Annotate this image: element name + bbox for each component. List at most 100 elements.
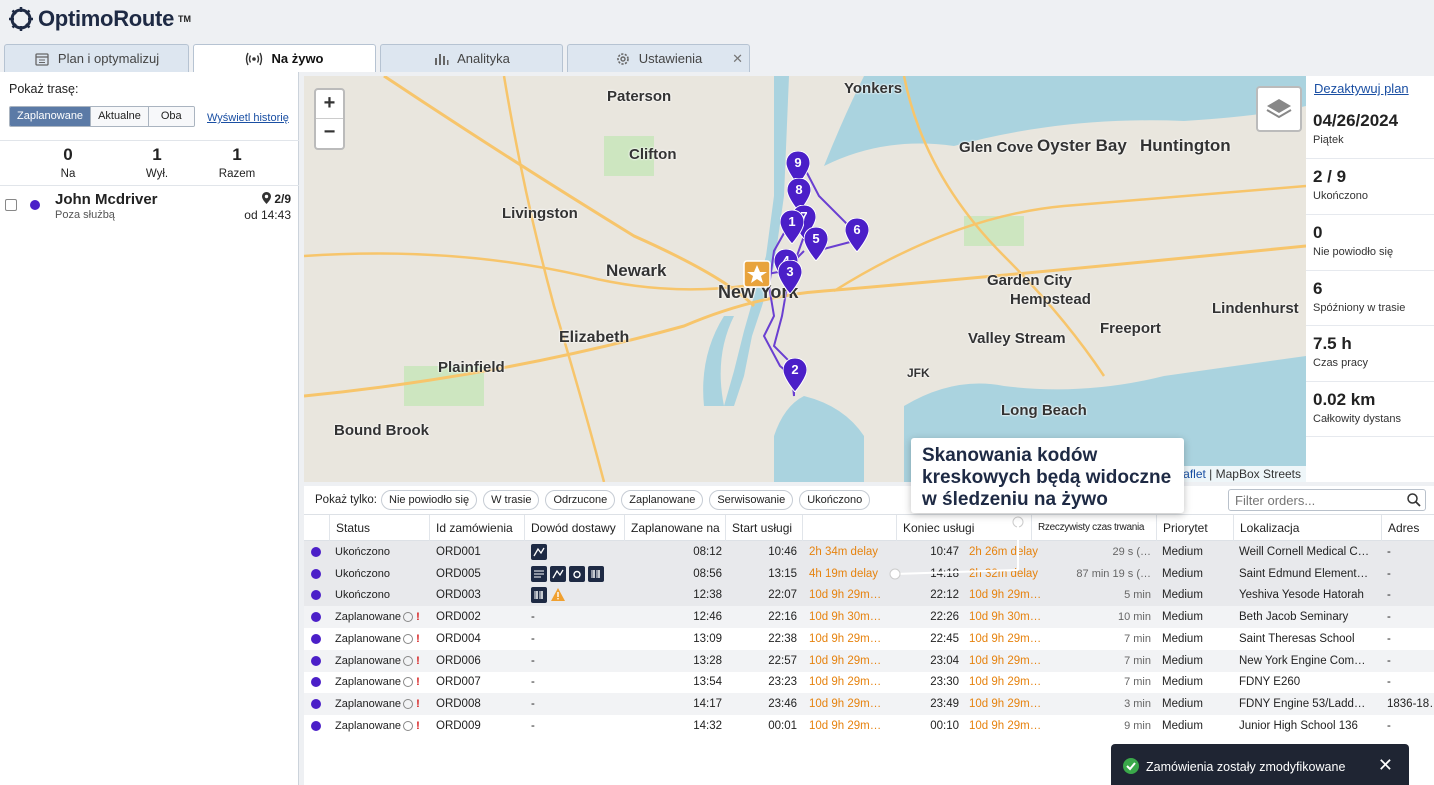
attribution-separator: | bbox=[1205, 467, 1216, 481]
plan-summary-panel: Dezaktywuj plan 04/26/2024 Piątek 2 / 9 … bbox=[1306, 76, 1434, 482]
column-address[interactable]: Adres bbox=[1381, 515, 1434, 542]
search-icon[interactable] bbox=[1406, 492, 1422, 508]
column-actual-duration[interactable]: Rzeczywisty czas trwania bbox=[1031, 515, 1156, 542]
filter-chip-failed[interactable]: Nie powiodło się bbox=[381, 490, 478, 510]
stat-work-time: 7.5 h Czas pracy bbox=[1306, 325, 1434, 381]
status-text: Zaplanowane bbox=[335, 697, 402, 710]
table-row[interactable]: Ukończono ORD003 12:38 22:07 10d 9h 29m…… bbox=[304, 584, 1434, 607]
stop-marker-label: 1 bbox=[788, 214, 796, 229]
map-pin-icon bbox=[261, 192, 271, 204]
order-id-cell[interactable]: ORD005 bbox=[436, 567, 481, 580]
table-row[interactable]: Zaplanowane! ORD002 - 12:46 22:16 10d 9h… bbox=[304, 606, 1434, 629]
column-service-start[interactable]: Start usługi bbox=[725, 515, 802, 542]
priority-cell: Medium bbox=[1162, 697, 1203, 710]
route-color-dot bbox=[311, 655, 321, 666]
route-mode-both[interactable]: Oba bbox=[148, 107, 194, 126]
column-service-end[interactable]: Koniec usługi bbox=[896, 515, 1031, 542]
column-priority[interactable]: Priorytet bbox=[1156, 515, 1233, 542]
order-id-cell[interactable]: ORD008 bbox=[436, 697, 481, 710]
tab-live-label: Na żywo bbox=[271, 51, 324, 66]
zoom-control: + − bbox=[314, 88, 345, 150]
scheduled-time-cell: 13:09 bbox=[693, 632, 722, 645]
filter-chip-in-transit[interactable]: W trasie bbox=[483, 490, 540, 510]
layers-button[interactable] bbox=[1256, 86, 1302, 132]
status-filter-chips: Nie powiodło się W trasie Odrzucone Zapl… bbox=[381, 490, 871, 510]
location-cell: Saint Edmund Element… bbox=[1239, 567, 1369, 580]
photo-icon[interactable] bbox=[569, 565, 585, 582]
column-order-id[interactable]: Id zamówienia bbox=[429, 515, 524, 542]
order-id-cell[interactable]: ORD001 bbox=[436, 546, 481, 558]
proof-of-delivery-cell: - bbox=[531, 654, 535, 667]
route-color-dot bbox=[311, 698, 321, 709]
route-mode-planned[interactable]: Zaplanowane bbox=[10, 107, 92, 126]
order-id-cell[interactable]: ORD002 bbox=[436, 611, 481, 624]
close-icon[interactable]: ✕ bbox=[1377, 755, 1393, 775]
zoom-in-button[interactable]: + bbox=[316, 90, 343, 119]
clock-icon bbox=[403, 655, 414, 666]
table-row[interactable]: Zaplanowane! ORD004 - 13:09 22:38 10d 9h… bbox=[304, 628, 1434, 650]
service-start-cell: 10:46 bbox=[768, 546, 797, 558]
signature-icon[interactable] bbox=[531, 543, 547, 560]
column-scheduled-at[interactable]: Zaplanowane na bbox=[624, 515, 725, 542]
tab-settings[interactable]: Ustawienia ✕ bbox=[567, 44, 750, 72]
order-id-cell[interactable]: ORD004 bbox=[436, 632, 481, 645]
address-cell: - bbox=[1387, 589, 1391, 602]
table-row[interactable]: Ukończono ORD001 08:12 10:46 2h 34m dela… bbox=[304, 541, 1434, 563]
service-end-cell: 00:10 bbox=[930, 719, 959, 732]
zoom-out-button[interactable]: − bbox=[323, 121, 336, 143]
filter-chip-rejected[interactable]: Odrzucone bbox=[545, 490, 616, 510]
route-color-dot bbox=[311, 720, 321, 731]
order-filter-bar: Pokaż tylko: Nie powiodło się W trasie O… bbox=[304, 486, 1434, 514]
tab-analytics[interactable]: Analityka bbox=[380, 44, 563, 72]
tab-plan[interactable]: Plan i optymalizuj bbox=[4, 44, 189, 72]
column-proof-of-delivery[interactable]: Dowód dostawy bbox=[524, 515, 624, 542]
show-history-link[interactable]: Wyświetl historię bbox=[207, 112, 289, 124]
barcode-icon[interactable] bbox=[588, 565, 604, 582]
status-cell: Zaplanowane! bbox=[335, 715, 430, 737]
filter-chip-scheduled[interactable]: Zaplanowane bbox=[621, 490, 704, 510]
tooltip-connector bbox=[889, 516, 1024, 580]
service-end-cell: 22:45 bbox=[930, 632, 959, 645]
barcode-icon[interactable] bbox=[531, 587, 547, 604]
logo[interactable]: OptimoRoute TM bbox=[8, 6, 191, 32]
filter-chip-completed[interactable]: Ukończono bbox=[799, 490, 871, 510]
stop-marker[interactable]: 1 bbox=[779, 209, 805, 245]
status-cell: Zaplanowane! bbox=[335, 671, 430, 693]
calendar-icon bbox=[35, 52, 49, 66]
column-status[interactable]: Status bbox=[329, 515, 429, 542]
filter-chip-servicing[interactable]: Serwisowanie bbox=[709, 490, 794, 510]
signature-icon[interactable] bbox=[550, 565, 566, 582]
service-end-delay-cell: 10d 9h 29m… bbox=[969, 676, 1041, 689]
live-map[interactable]: Yonkers Paterson Clifton Livingston Newa… bbox=[304, 76, 1306, 482]
table-row[interactable]: Ukończono ORD005 08:56 13:15 4h 19m dela… bbox=[304, 562, 1434, 585]
order-id-cell[interactable]: ORD006 bbox=[436, 654, 481, 667]
order-id-cell[interactable]: ORD009 bbox=[436, 719, 481, 732]
count-on-label: Na bbox=[60, 168, 76, 180]
table-row[interactable]: Zaplanowane! ORD008 - 14:17 23:46 10d 9h… bbox=[304, 692, 1434, 715]
stop-marker[interactable]: 2 bbox=[782, 357, 808, 393]
notes-icon[interactable] bbox=[531, 565, 547, 582]
stat-failed-label: Nie powiodło się bbox=[1313, 246, 1394, 258]
deactivate-plan-link[interactable]: Dezaktywuj plan bbox=[1314, 81, 1409, 96]
stop-marker-label: 3 bbox=[786, 264, 794, 279]
close-icon[interactable]: ✕ bbox=[732, 51, 743, 66]
actual-duration-cell: 3 min bbox=[1124, 697, 1151, 710]
warning-icon[interactable] bbox=[550, 587, 566, 603]
order-search-input[interactable] bbox=[1229, 490, 1399, 510]
route-mode-actual[interactable]: Aktualne bbox=[91, 107, 149, 126]
stop-marker[interactable]: 3 bbox=[777, 259, 803, 295]
tab-live[interactable]: Na żywo bbox=[193, 44, 376, 72]
driver-checkbox[interactable] bbox=[5, 199, 17, 211]
table-row[interactable]: Zaplanowane! ORD007 - 13:54 23:23 10d 9h… bbox=[304, 671, 1434, 693]
table-row[interactable]: Zaplanowane! ORD009 - 14:32 00:01 10d 9h… bbox=[304, 715, 1434, 737]
column-location[interactable]: Lokalizacja bbox=[1233, 515, 1381, 542]
stop-marker[interactable]: 5 bbox=[803, 226, 829, 262]
count-off-label: Wył. bbox=[145, 168, 169, 180]
driver-row[interactable]: John Mcdriver Poza służbą 2/9 od 14:43 bbox=[0, 188, 299, 226]
order-id-cell[interactable]: ORD007 bbox=[436, 676, 481, 689]
table-row[interactable]: Zaplanowane! ORD006 - 13:28 22:57 10d 9h… bbox=[304, 649, 1434, 672]
stop-marker[interactable]: 6 bbox=[844, 217, 870, 253]
service-start-cell: 22:16 bbox=[768, 611, 797, 624]
order-id-cell[interactable]: ORD003 bbox=[436, 589, 481, 602]
stat-completed-label: Ukończono bbox=[1313, 190, 1369, 202]
